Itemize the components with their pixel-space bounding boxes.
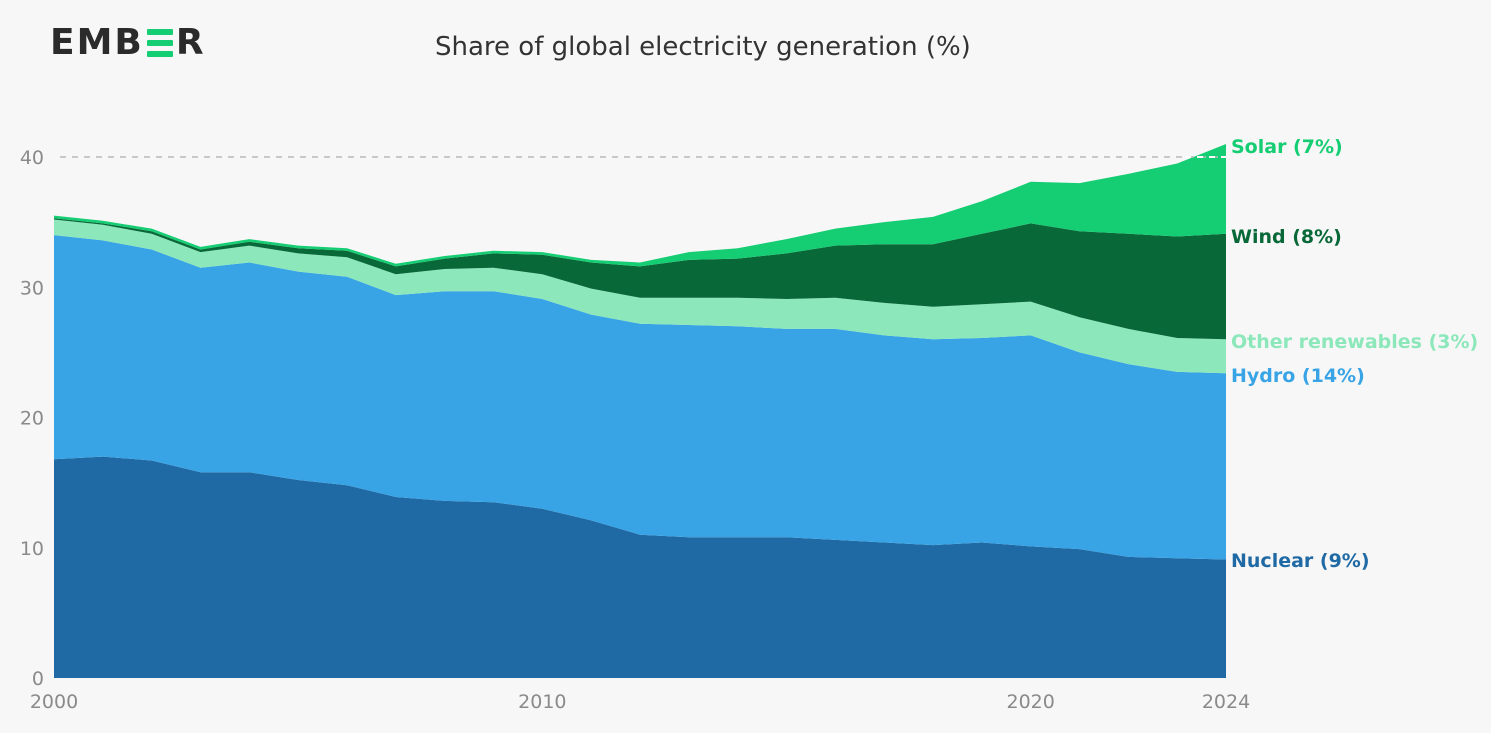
ember-logo: EMB R [50, 22, 206, 63]
series-label: Wind (8%) [1231, 226, 1342, 248]
chart-title: Share of global electricity generation (… [435, 32, 971, 62]
x-tick-label: 2000 [30, 691, 78, 713]
logo-e-mark [146, 28, 173, 57]
series-label: Hydro (14%) [1231, 365, 1365, 387]
y-tick-label: 30 [20, 277, 44, 299]
x-tick-label: 2020 [1006, 691, 1054, 713]
y-tick-label: 10 [20, 538, 44, 560]
y-tick-label: 0 [32, 668, 44, 690]
area-solar [54, 144, 1226, 267]
area-hydro [54, 235, 1226, 560]
area-wind [54, 218, 1226, 340]
x-tick-label: 2024 [1202, 691, 1250, 713]
logo-text-right: R [175, 22, 206, 63]
area-nuclear [54, 456, 1226, 678]
y-tick-label: 40 [20, 147, 44, 169]
area-other-renewables [54, 219, 1226, 374]
y-tick-label: 20 [20, 408, 44, 430]
x-tick-label: 2010 [518, 691, 566, 713]
logo-text-left: EMB [50, 22, 144, 63]
series-label: Solar (7%) [1231, 136, 1343, 158]
series-label: Nuclear (9%) [1231, 550, 1370, 572]
series-label: Other renewables (3%) [1231, 331, 1478, 353]
